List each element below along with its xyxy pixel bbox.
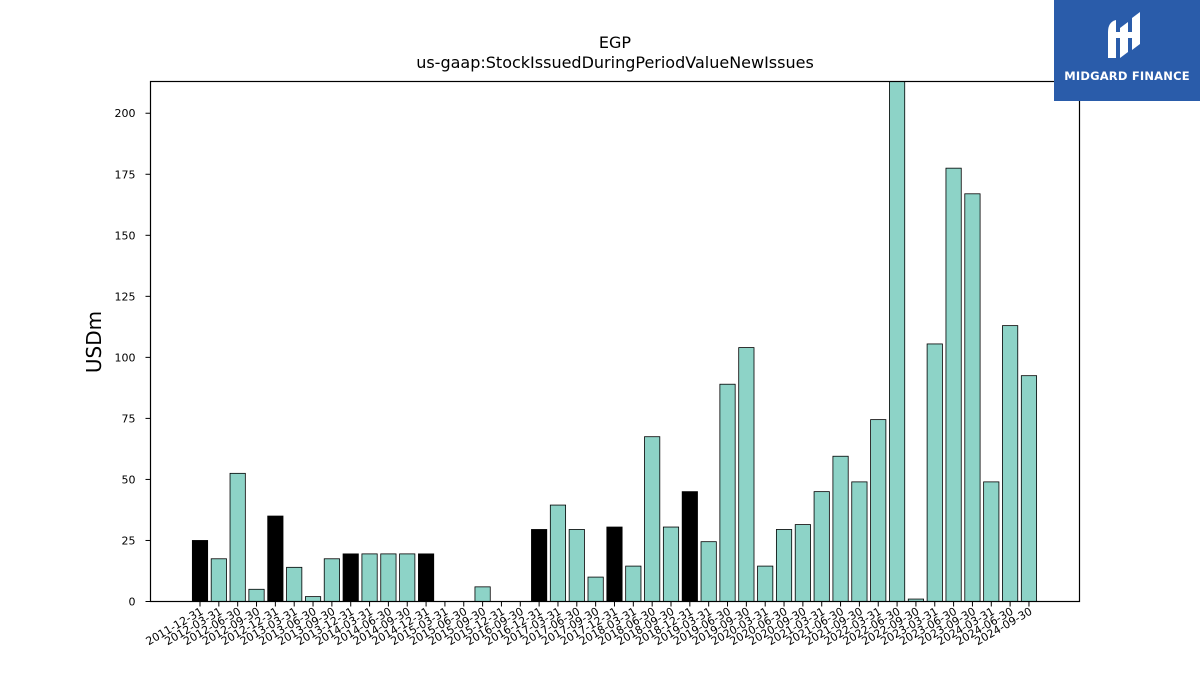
bar-2016-12-31	[531, 529, 548, 602]
y-tick-label: 200	[115, 107, 136, 120]
bar-2021-06-30	[832, 455, 849, 602]
bar-2018-09-30	[662, 526, 680, 602]
bar-2017-09-30	[587, 576, 604, 602]
bar-2022-03-31	[870, 419, 887, 602]
bar-2018-03-31	[625, 565, 642, 602]
y-tick-label: 75	[122, 412, 136, 425]
chart-subtitle: us-gaap:StockIssuedDuringPeriodValueNewI…	[416, 53, 814, 72]
bar-2017-12-31	[606, 526, 623, 602]
bar-2013-09-30	[323, 558, 340, 602]
bar-2012-03-31	[210, 558, 227, 602]
y-tick-label: 175	[115, 168, 136, 181]
bar-2020-06-30	[775, 529, 793, 602]
bar-2020-09-30	[794, 524, 811, 602]
chart-title: EGP	[599, 33, 632, 52]
bar-2015-09-30	[474, 586, 491, 602]
bars-group	[191, 81, 1038, 602]
y-tick-label: 25	[122, 534, 136, 547]
bar-2021-03-31	[813, 491, 830, 602]
plot-frame	[149, 80, 1081, 603]
y-tick-label: 150	[115, 229, 136, 242]
bar-2023-09-30	[964, 193, 981, 602]
logo-text: MIDGARD FINANCE	[1064, 69, 1190, 83]
bar-2012-06-30	[229, 472, 246, 602]
bar-2024-03-31	[983, 481, 1000, 602]
bar-2019-06-30	[719, 383, 736, 602]
bar-2023-03-31	[926, 343, 943, 602]
bar-2019-03-31	[700, 541, 717, 602]
bar-2014-06-30	[380, 553, 397, 602]
y-axis: 0 25 50 75 100 125 150 175 200	[115, 107, 151, 609]
y-axis-label: USDm	[82, 311, 106, 373]
bar-2012-12-31	[267, 515, 284, 602]
y-tick-label: 0	[129, 596, 136, 609]
bar-2011-12-31	[191, 540, 209, 602]
bar-2020-03-31	[757, 565, 774, 602]
bar-2018-12-31	[681, 491, 698, 602]
bar-2012-09-30	[248, 588, 265, 602]
bar-2024-09-30	[1020, 375, 1038, 602]
bar-2021-09-30	[851, 481, 868, 602]
bar-2017-03-31	[549, 504, 567, 602]
bar-2024-06-30	[1002, 325, 1019, 602]
y-tick-label: 125	[115, 290, 136, 303]
bar-2013-03-31	[286, 566, 303, 602]
bar-2019-09-30	[738, 347, 755, 602]
logo-mark-icon	[1108, 12, 1140, 58]
y-tick-label: 100	[115, 351, 136, 364]
x-axis: 2011-12-312012-03-312012-06-302012-09-30…	[144, 601, 1034, 648]
bar-2017-06-30	[568, 529, 585, 602]
bar-2013-12-31	[342, 553, 359, 602]
bar-2014-09-30	[399, 553, 416, 602]
brand-logo: MIDGARD FINANCE	[1054, 0, 1200, 101]
bar-2014-12-31	[418, 553, 435, 602]
bar-2013-06-30	[304, 596, 322, 602]
bar-2018-06-30	[644, 436, 661, 602]
bar-2022-06-30	[889, 81, 906, 602]
bar-2023-06-30	[945, 167, 962, 602]
bar-2014-03-31	[361, 553, 378, 602]
y-tick-label: 50	[122, 473, 136, 486]
